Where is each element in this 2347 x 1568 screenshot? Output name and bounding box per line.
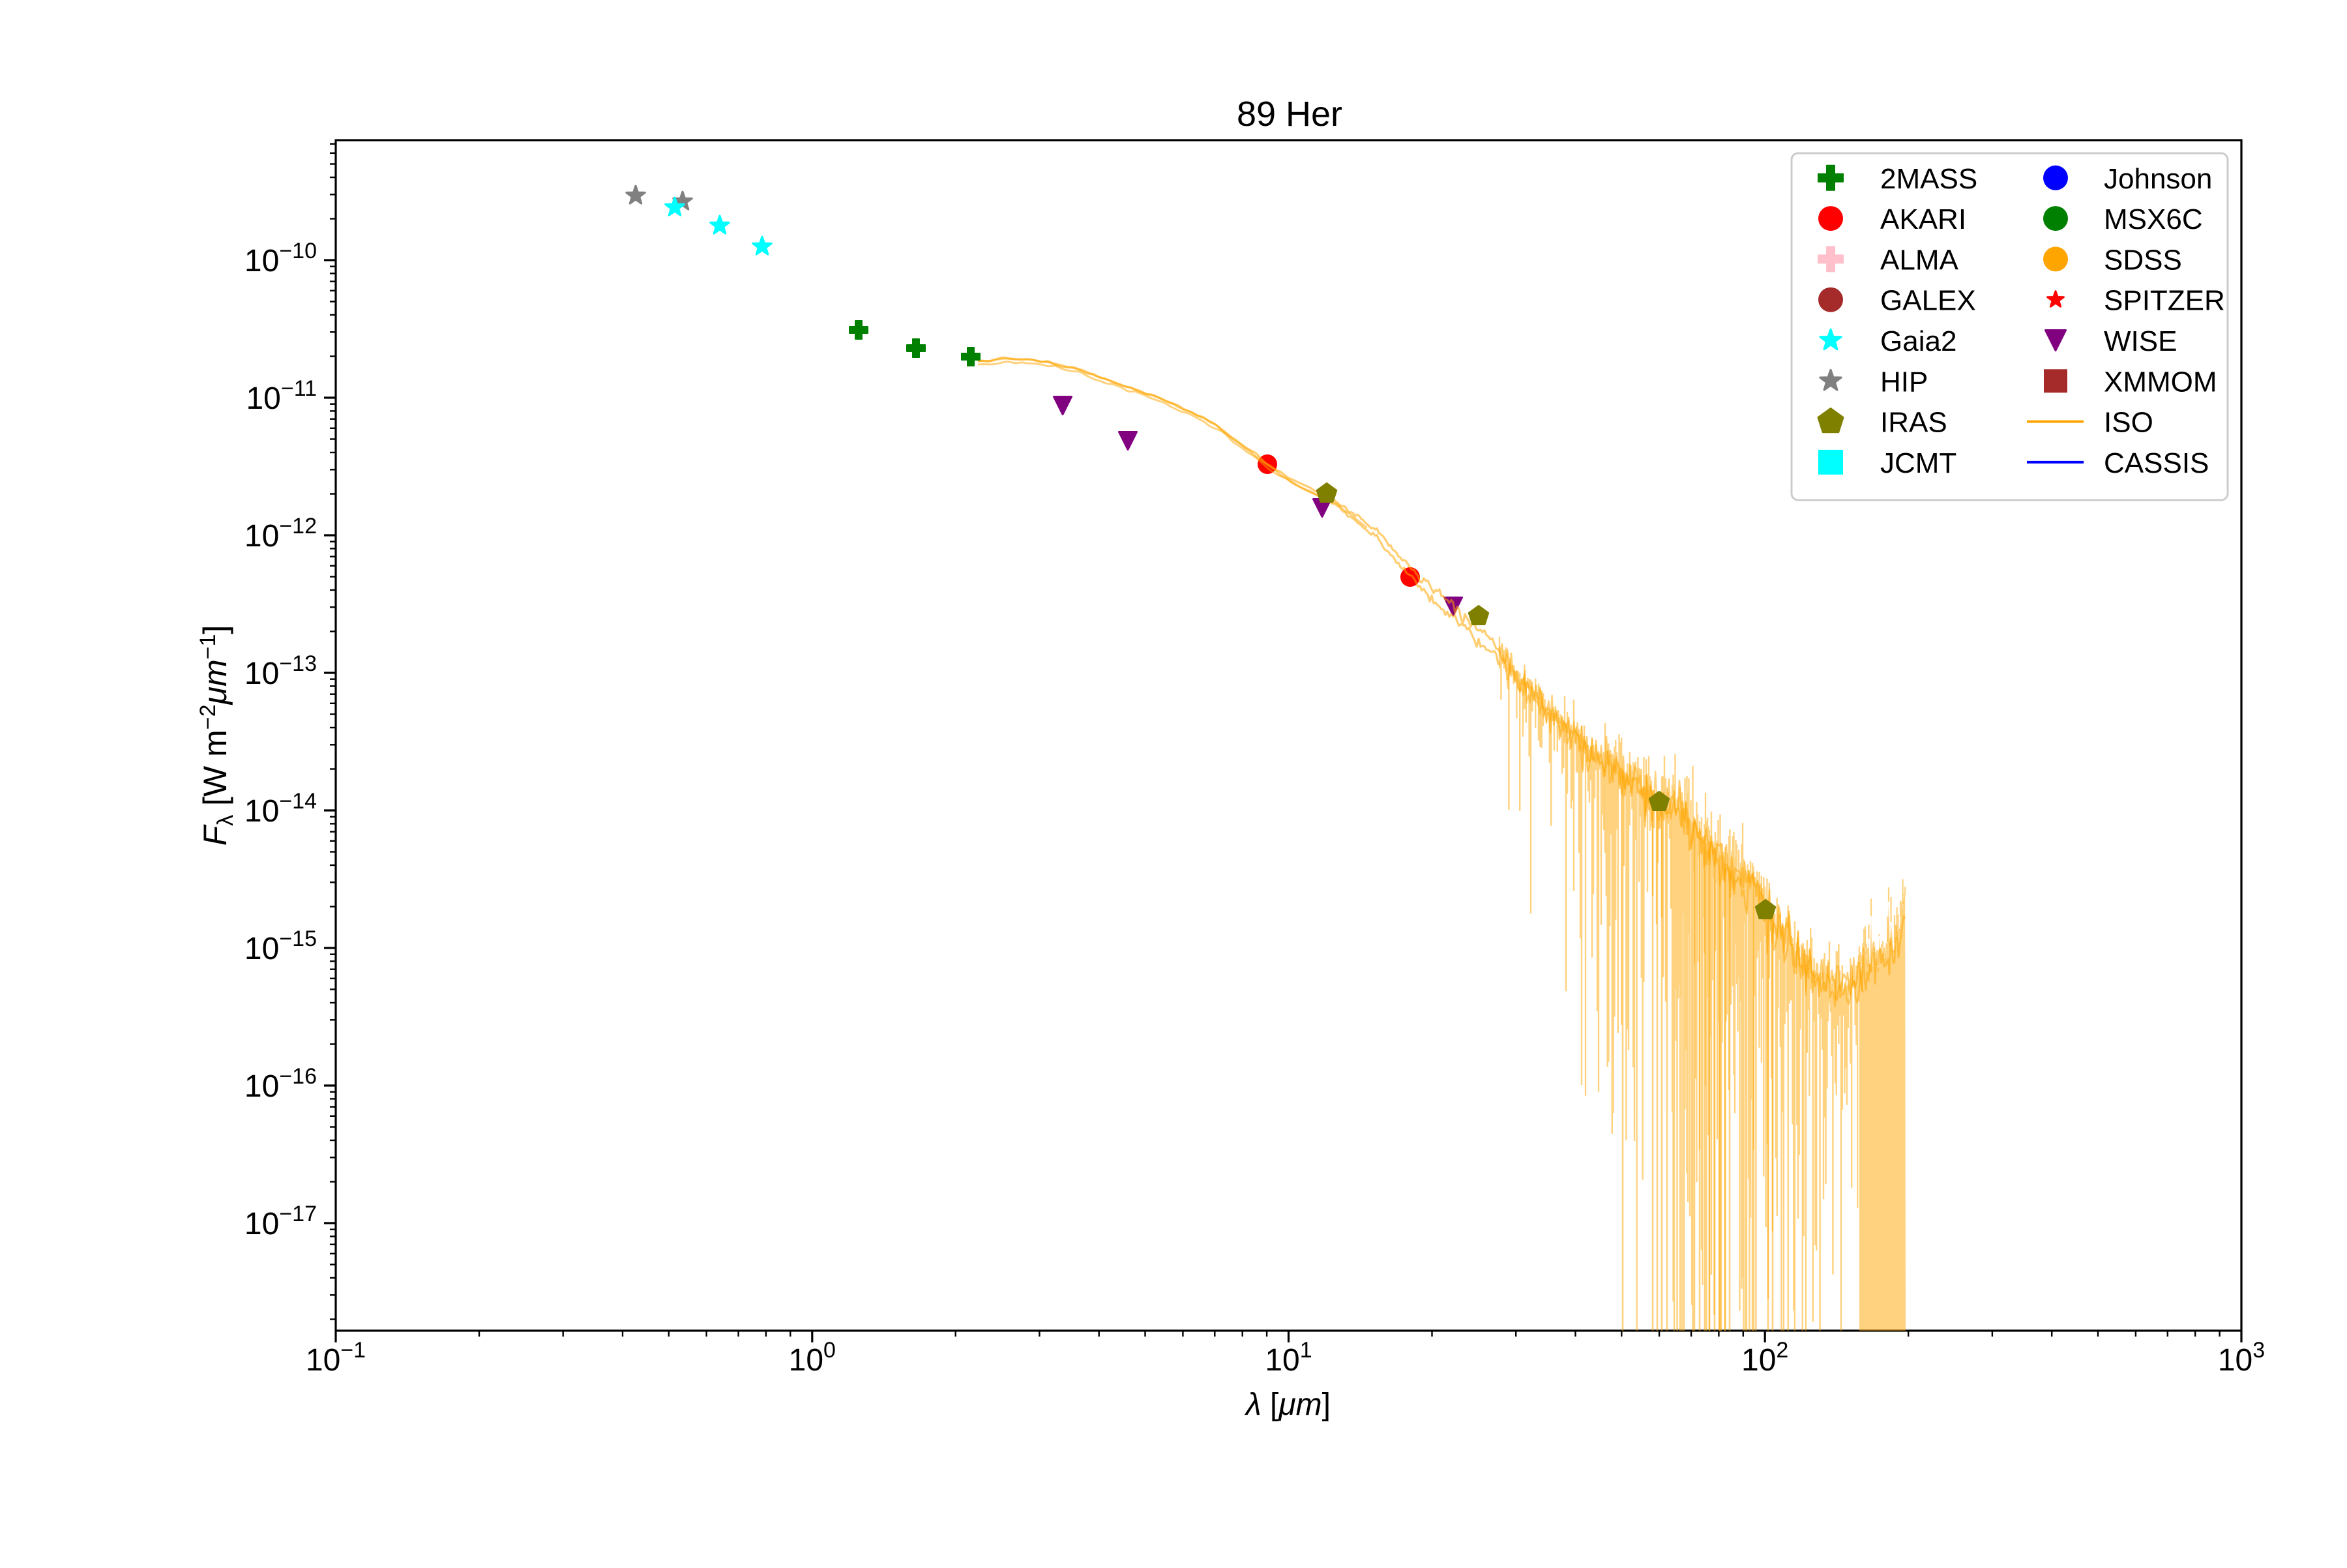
svg-text:GALEX: GALEX	[1880, 285, 1976, 317]
svg-text:λ [μm]: λ [μm]	[1244, 1387, 1331, 1422]
svg-text:SDSS: SDSS	[2104, 244, 2182, 276]
svg-text:MSX6C: MSX6C	[2104, 203, 2203, 235]
svg-text:ALMA: ALMA	[1880, 244, 1958, 276]
svg-text:JCMT: JCMT	[1880, 447, 1956, 479]
svg-text:ISO: ISO	[2104, 407, 2153, 439]
svg-text:Fλ [W m−2μm−1]: Fλ [W m−2μm−1]	[196, 625, 238, 846]
svg-text:AKARI: AKARI	[1880, 203, 1966, 235]
svg-text:2MASS: 2MASS	[1880, 163, 1977, 195]
svg-text:CASSIS: CASSIS	[2104, 447, 2209, 479]
svg-text:SPITZER: SPITZER	[2104, 285, 2225, 317]
svg-text:XMMOM: XMMOM	[2104, 366, 2217, 398]
svg-text:HIP: HIP	[1880, 366, 1928, 398]
svg-text:89 Her: 89 Her	[1237, 95, 1342, 134]
svg-text:Johnson: Johnson	[2104, 163, 2212, 195]
svg-text:IRAS: IRAS	[1880, 407, 1947, 439]
svg-text:10−1: 10−1	[306, 1338, 366, 1378]
svg-text:Gaia2: Gaia2	[1880, 325, 1956, 357]
svg-text:10−12: 10−12	[244, 514, 317, 554]
svg-text:WISE: WISE	[2104, 325, 2177, 357]
